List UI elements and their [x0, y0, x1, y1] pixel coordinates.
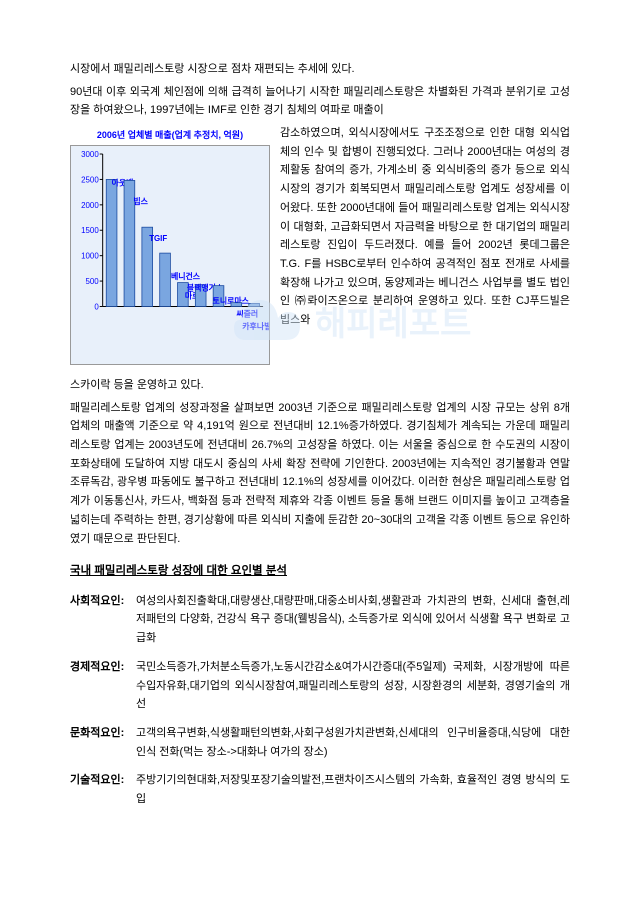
revenue-chart: 2006년 업체별 매출(업계 추정치, 억원) 0 500 1000 1500 200… [70, 128, 270, 372]
bar-label: 카후나빌 [242, 322, 270, 332]
svg-text:0: 0 [94, 303, 99, 312]
factor-label: 사회적요인: [70, 592, 136, 648]
after-chart-para-2: 패밀리레스토랑 업계의 성장과정을 살펴보면 2003년 기준으로 패밀리레스토… [70, 399, 570, 549]
factor-body: 국민소득증가,가처분소득증가,노동시간감소&여가시간증대(주5일제) 국제화, … [136, 658, 570, 714]
section-title: 국내 패밀리레스토랑 성장에 대한 요인별 분석 [70, 562, 570, 582]
after-chart-para-1: 스카이락 등을 운영하고 있다. [70, 376, 570, 395]
factor-label: 기술적요인: [70, 771, 136, 808]
intro-para-1: 시장에서 패밀리레스토랑 시장으로 점차 재편되는 추세에 있다. [70, 60, 570, 79]
svg-text:2500: 2500 [81, 176, 99, 185]
svg-text:3000: 3000 [81, 150, 99, 159]
bar-label: 빕스 [133, 197, 148, 207]
svg-text:2000: 2000 [81, 201, 99, 210]
factor-row: 기술적요인:주방기기의현대화,저장및포장기술의발전,프랜차이즈시스템의 가속화,… [70, 771, 570, 808]
bar-chart-svg: 050010001500200025003000아웃백빕스TGIF베니건스마르셰… [70, 145, 270, 365]
factor-row: 경제적요인:국민소득증가,가처분소득증가,노동시간감소&여가시간증대(주5일제)… [70, 658, 570, 714]
svg-text:500: 500 [86, 277, 100, 286]
intro-para-2: 90년대 이후 외국계 체인점에 의해 급격히 늘어나기 시작한 패밀리레스토랑… [70, 83, 570, 120]
factor-body: 고객의욕구변화,식생활패턴의변화,사회구성원가치관변화,신세대의 인구비율증대,… [136, 724, 570, 761]
factor-body: 여성의사회진출확대,대량생산,대량판매,대중소비사회,생활관과 가치관의 변화,… [136, 592, 570, 648]
bar-label: TGIF [149, 234, 167, 243]
bar [231, 303, 242, 307]
bar-label: 베니건스 [171, 271, 201, 281]
bar [160, 253, 171, 306]
factor-row: 사회적요인:여성의사회진출확대,대량생산,대량판매,대중소비사회,생활관과 가치… [70, 592, 570, 648]
bar-label: 씨즐러 [236, 309, 258, 319]
svg-text:1500: 1500 [81, 227, 99, 236]
bar [249, 304, 260, 307]
document-page: 해피레포트 시장에서 패밀리레스토랑 시장으로 점차 재편되는 추세에 있다. … [0, 0, 640, 905]
factor-label: 문화적요인: [70, 724, 136, 761]
factors-list: 사회적요인:여성의사회진출확대,대량생산,대량판매,대중소비사회,생활관과 가치… [70, 592, 570, 809]
factor-label: 경제적요인: [70, 658, 136, 714]
factor-body: 주방기기의현대화,저장및포장기술의발전,프랜차이즈시스템의 가속화, 효율적인 … [136, 771, 570, 808]
chart-title: 2006년 업체별 매출(업계 추정치, 억원) [70, 128, 270, 143]
svg-text:1000: 1000 [81, 252, 99, 261]
factor-row: 문화적요인:고객의욕구변화,식생활패턴의변화,사회구성원가치관변화,신세대의 인… [70, 724, 570, 761]
bar [106, 180, 117, 307]
